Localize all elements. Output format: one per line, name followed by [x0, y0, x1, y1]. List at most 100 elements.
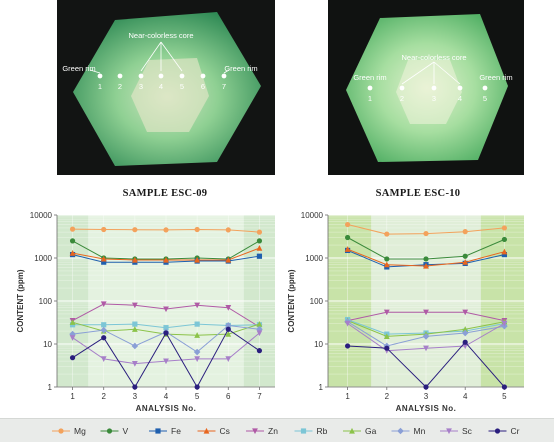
- data-point-sc: [256, 330, 263, 337]
- data-point-sc: [194, 356, 201, 363]
- data-point-sc: [501, 320, 508, 327]
- data-point-cr: [132, 384, 138, 390]
- data-point-ga: [225, 330, 232, 337]
- x-tick-label: 6: [226, 392, 231, 401]
- data-point-fe: [101, 259, 107, 265]
- data-point-mg: [462, 229, 468, 235]
- y-tick-label: 10: [314, 340, 323, 349]
- data-point-cr: [462, 339, 468, 345]
- x-tick-label: 5: [195, 392, 200, 401]
- data-point-cs: [163, 256, 169, 263]
- y-tick-label: 1: [319, 383, 324, 392]
- x-tick-label: 4: [164, 392, 169, 401]
- data-point-cr: [69, 355, 76, 361]
- rim-label-left: Green rim: [353, 73, 386, 82]
- legend-label: Cs: [220, 426, 230, 436]
- y-axis-title: CONTENT (ppm): [16, 269, 25, 332]
- data-point-mn: [461, 329, 469, 337]
- point-label: 3: [139, 82, 143, 91]
- y-tick-label: 100: [310, 297, 324, 306]
- data-point-cr: [256, 348, 263, 354]
- x-tick-label: 4: [463, 392, 468, 401]
- chart-panel-2: 1 10 100 1000 10000 1 2 3 4 5 ANALYSIS No. CONTENT …: [287, 211, 524, 413]
- data-point-mg: [194, 226, 200, 233]
- data-point-cs: [423, 262, 429, 269]
- data-point-ga: [131, 326, 138, 332]
- rim-label-right: Green rim: [479, 73, 512, 82]
- data-point-mg: [101, 226, 107, 233]
- data-point-mn: [100, 326, 108, 334]
- data-point-sc: [69, 335, 76, 341]
- point-label: 7: [222, 82, 226, 91]
- legend-item-rb: Rb: [294, 426, 328, 436]
- data-point-mn: [193, 348, 201, 356]
- data-point-mn: [422, 333, 430, 340]
- chart-title-esc-09: SAMPLE ESC-09: [122, 188, 208, 199]
- data-point-zn: [131, 302, 138, 309]
- legend-label: Mg: [74, 426, 86, 436]
- data-point-mg: [163, 227, 169, 233]
- data-point-sc: [163, 358, 169, 365]
- point-label: 4: [458, 94, 462, 103]
- trace-element-charts: 1 10 100 1000 10000 1 2 3 4 5 6 7 ANALYSIS No. CONTEN…: [16, 211, 524, 413]
- data-point-cs: [225, 256, 232, 263]
- y-tick-label: 1000: [305, 254, 323, 263]
- data-point-mg: [58, 428, 64, 434]
- legend-item-v: V: [100, 426, 129, 436]
- legend-label: Sc: [462, 426, 473, 436]
- data-point-zn: [100, 301, 107, 308]
- x-tick-label: 1: [70, 392, 75, 401]
- data-point-mg: [256, 229, 263, 235]
- legend-label: Rb: [317, 426, 328, 436]
- data-point-cr: [501, 384, 507, 390]
- data-point-cr: [494, 428, 501, 434]
- legend-item-fe: Fe: [149, 426, 181, 436]
- data-point-cr: [384, 345, 390, 351]
- data-point-cs: [501, 248, 508, 255]
- data-point-v: [69, 238, 76, 244]
- data-point-cs: [383, 261, 390, 268]
- data-point-zn: [163, 306, 169, 313]
- data-point-v: [106, 428, 113, 434]
- x-tick-label: 7: [257, 392, 262, 401]
- legend-item-sc: Sc: [440, 426, 473, 436]
- data-point-mg: [345, 221, 351, 228]
- y-tick-label: 10: [43, 340, 52, 349]
- data-point-cs: [203, 427, 210, 434]
- legend-item-cr: Cr: [488, 426, 520, 436]
- x-tick-label: 5: [502, 392, 507, 401]
- legend-label: Ga: [365, 426, 377, 436]
- y-tick-label: 1: [48, 383, 53, 392]
- data-point-ga: [349, 427, 355, 434]
- data-point-mn: [397, 427, 404, 435]
- data-point-zn: [252, 428, 258, 435]
- legend-label: Fe: [171, 426, 181, 436]
- data-point-zn: [383, 309, 390, 316]
- y-tick-label: 10000: [30, 211, 53, 220]
- data-point-sc: [423, 345, 429, 352]
- data-point-v: [256, 238, 263, 244]
- analysis-point-markers: [367, 85, 488, 91]
- point-label: 4: [159, 82, 163, 91]
- data-point-ga: [462, 326, 469, 332]
- legend-item-cs: Cs: [197, 426, 230, 436]
- data-point-rb: [300, 428, 307, 434]
- data-point-mg: [384, 231, 390, 237]
- data-point-mg: [69, 226, 76, 232]
- data-point-mg: [423, 230, 429, 237]
- data-point-sc: [131, 361, 138, 367]
- data-point-zn: [225, 305, 232, 311]
- data-point-rb: [163, 325, 169, 331]
- data-point-sc: [462, 343, 469, 350]
- x-tick-label: 3: [133, 392, 138, 401]
- data-point-cs: [194, 256, 201, 263]
- chart-title-esc-10: SAMPLE ESC-10: [375, 188, 461, 199]
- data-point-zn: [194, 302, 201, 309]
- data-point-cr: [225, 326, 231, 332]
- data-point-rb: [194, 321, 200, 327]
- analysis-point-markers: [97, 73, 227, 79]
- data-point-v: [384, 256, 390, 262]
- data-point-mn: [131, 342, 139, 350]
- legend-label: V: [123, 426, 129, 436]
- point-label: 2: [400, 94, 404, 103]
